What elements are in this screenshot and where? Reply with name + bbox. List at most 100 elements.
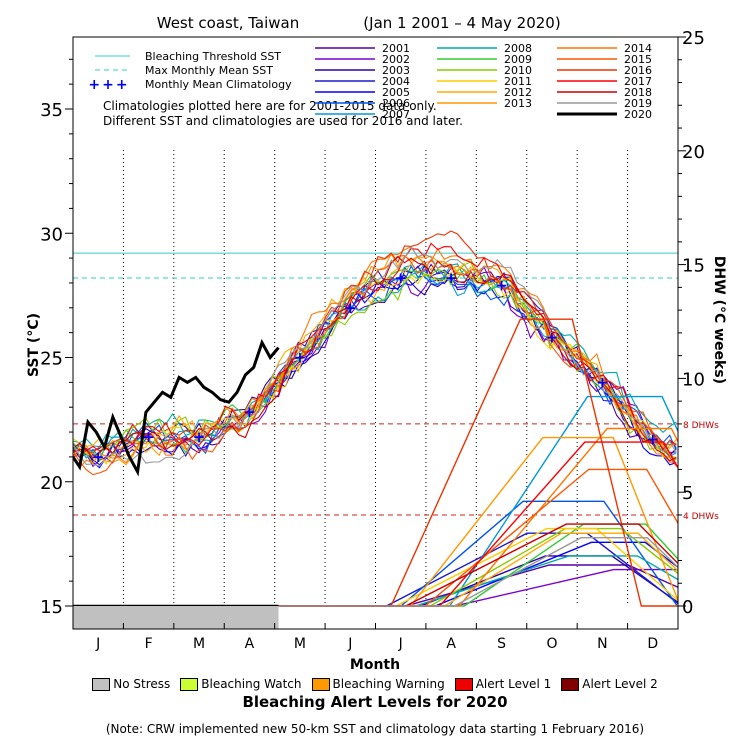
dhw-series-line: [73, 427, 678, 607]
y-right-tick-label: 25: [682, 28, 705, 49]
x-tick-label: M: [294, 636, 306, 652]
year-legend-label: 2014: [624, 42, 652, 55]
alert-legend-watch: Bleaching Watch: [180, 677, 302, 691]
sst-series-line: [73, 230, 677, 467]
alert-legend-warning: Bleaching Warning: [311, 677, 445, 691]
climatology-marker: +: [394, 269, 407, 287]
dhw-series-line: [73, 527, 678, 607]
dhw-series-line: [73, 537, 678, 607]
y-axis-left-title: SST (°C): [26, 313, 42, 377]
year-legend-label: 2005: [382, 86, 410, 99]
x-tick-label: M: [193, 636, 205, 652]
climatology-marker: +: [243, 403, 256, 421]
y-left-tick-label: 15: [40, 597, 63, 618]
alert-swatch-no-stress: [92, 677, 111, 691]
year-legend-label: 2009: [504, 53, 532, 66]
climatology-marker: +: [445, 269, 458, 287]
alert-swatch-watch: [180, 677, 199, 691]
year-legend-label: 2013: [504, 97, 532, 110]
y-axis-right-title: DHW (°C weeks): [711, 256, 727, 384]
sst-series-line: [73, 256, 677, 462]
year-legend-label: 2016: [624, 64, 652, 77]
y-left-tick-label: 25: [40, 349, 63, 370]
climatology-marker: +: [344, 299, 357, 317]
alert-swatch-warning: [311, 677, 330, 691]
alert-legend-label: Bleaching Warning: [332, 677, 445, 691]
chart-title: West coast, Taiwan: [157, 14, 300, 32]
sst-series-line: [73, 261, 677, 465]
reference-legend-label: Bleaching Threshold SST: [145, 50, 281, 63]
climatology-note-2: Different SST and climatologies are used…: [103, 114, 463, 128]
dhw-series-line: [73, 532, 678, 607]
climatology-marker: +: [495, 276, 508, 294]
sst-2020-line: [73, 338, 280, 477]
climatology-marker: +: [92, 448, 105, 466]
dhw-series-line: [73, 564, 678, 607]
year-legend-label: 2003: [382, 64, 410, 77]
x-tick-label: F: [145, 636, 153, 652]
climatology-marker: +: [294, 349, 307, 367]
x-tick-label: A: [245, 636, 255, 652]
y-right-tick-label: 0: [682, 597, 693, 618]
alert-legend-label: Alert Level 1: [475, 677, 552, 691]
alert-legend-label: No Stress: [113, 677, 171, 691]
climatology-legend-marker: +++: [88, 77, 129, 93]
x-tick-label: S: [497, 636, 506, 652]
y-right-tick-label: 10: [682, 369, 705, 390]
climatology-marker: +: [142, 428, 155, 446]
climatology-marker: +: [193, 428, 206, 446]
year-legend-label: 2001: [382, 42, 410, 55]
year-legend-label: 2011: [504, 75, 532, 88]
plot-series-group: + + + + + + + + + + + +: [73, 230, 678, 608]
year-legend-label: 2010: [504, 64, 532, 77]
climatology-marker: +: [546, 329, 559, 347]
alert-legend-level-1: Alert Level 1: [454, 677, 552, 691]
sst-series-line: [73, 245, 677, 469]
alert-swatch-level-1: [454, 677, 473, 691]
y-right-tick-label: 15: [682, 256, 705, 277]
dhw-reference-label: 8 DHWs: [683, 421, 719, 431]
y-right-tick-label: 20: [682, 142, 705, 163]
year-legend-label: 2004: [382, 75, 410, 88]
sst-series-line: [73, 255, 677, 476]
x-tick-label: N: [597, 636, 607, 652]
dhw-series-line: [73, 555, 678, 607]
y-right-tick-label: 5: [682, 483, 693, 504]
alert-legend-title: Bleaching Alert Levels for 2020: [242, 693, 508, 711]
alert-legend-label: Alert Level 2: [582, 677, 658, 691]
chart-date-range: (Jan 1 2001 – 4 May 2020): [363, 14, 560, 32]
climatology-marker: +: [647, 431, 660, 449]
alert-swatch-level-2: [561, 677, 580, 691]
x-tick-label: J: [347, 636, 352, 652]
year-legend-label: 2002: [382, 53, 410, 66]
year-legend-label: 2018: [624, 86, 652, 99]
y-left-tick-label: 20: [40, 473, 63, 494]
sst-series-line: [73, 263, 677, 448]
alert-level-legend: No Stress Bleaching Watch Bleaching Warn…: [0, 675, 750, 693]
year-legend-label: 2007: [382, 108, 410, 121]
alert-status-bar: [73, 606, 279, 629]
dhw-reference-label: 4 DHWs: [683, 512, 719, 522]
x-tick-label: J: [95, 636, 100, 652]
sst-series-line: [73, 252, 677, 466]
data-note: (Note: CRW implemented new 50-km SST and…: [105, 722, 645, 736]
y-left-tick-label: 35: [40, 100, 63, 121]
climatology-marker: +: [596, 373, 609, 391]
dhw-series-line: [73, 541, 678, 607]
alert-legend-label: Bleaching Watch: [201, 677, 302, 691]
reference-legend-label: Max Monthly Mean SST: [145, 64, 273, 77]
year-legend-label: 2015: [624, 53, 652, 66]
dhw-series-line: [73, 436, 678, 607]
sst-series-line: [73, 255, 677, 460]
alert-legend-level-2: Alert Level 2: [561, 677, 658, 691]
year-legend-label: 2020: [624, 108, 652, 121]
year-legend-label: 2012: [504, 86, 532, 99]
x-tick-label: J: [398, 636, 403, 652]
alert-legend-no-stress: No Stress: [92, 677, 170, 691]
year-legend-label: 2019: [624, 97, 652, 110]
x-axis-title: Month: [350, 657, 400, 673]
x-tick-label: O: [546, 636, 557, 652]
x-tick-label: A: [446, 636, 456, 652]
year-legend-label: 2017: [624, 75, 652, 88]
